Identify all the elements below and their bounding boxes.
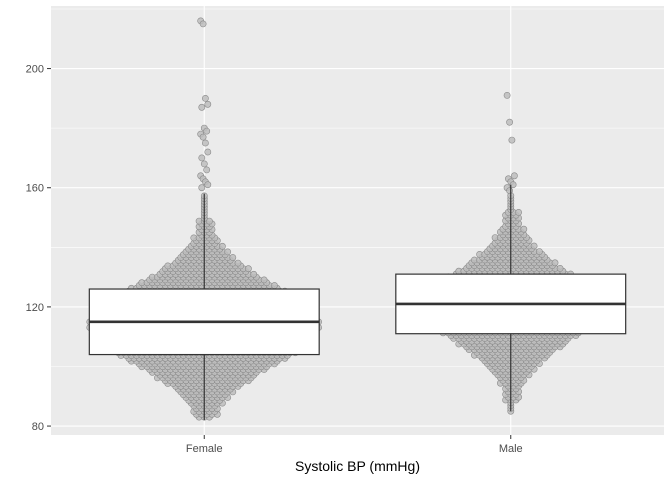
data-point — [503, 92, 511, 99]
data-point — [229, 254, 237, 261]
data-point — [198, 154, 206, 162]
data-point — [204, 181, 212, 189]
data-point — [508, 136, 516, 144]
y-tick-label: 160 — [26, 183, 44, 195]
data-point — [515, 208, 522, 216]
boxplots — [88, 184, 627, 421]
x-tick-label: Male — [499, 443, 523, 455]
data-point — [205, 217, 213, 225]
data-point — [509, 181, 517, 189]
data-point — [551, 259, 559, 267]
data-point — [250, 270, 258, 278]
data-point — [556, 264, 564, 272]
x-axis: Female Male — [186, 435, 523, 455]
data-point — [199, 133, 207, 141]
y-tick-label: 200 — [26, 64, 44, 76]
data-point — [530, 242, 538, 250]
x-axis-title: Systolic BP (mmHg) — [295, 458, 420, 474]
data-point — [204, 100, 212, 108]
data-point — [260, 276, 268, 284]
data-point — [506, 118, 513, 126]
data-point — [199, 20, 207, 28]
y-tick-label: 80 — [32, 421, 44, 433]
data-point — [198, 103, 206, 111]
data-point — [201, 139, 209, 147]
data-point — [520, 225, 528, 233]
data-point — [234, 259, 242, 267]
data-point — [204, 148, 212, 156]
data-point — [201, 95, 209, 102]
x-tick-label: Female — [186, 443, 223, 455]
data-point — [506, 187, 513, 195]
data-point — [271, 282, 278, 289]
data-point — [203, 166, 211, 174]
y-tick-label: 120 — [26, 302, 44, 314]
data-point — [536, 248, 543, 255]
data-point — [224, 248, 232, 256]
data-point — [198, 184, 206, 192]
data-point — [200, 160, 208, 168]
data-point — [218, 242, 226, 250]
plot-panel — [51, 6, 664, 435]
data-point — [511, 172, 518, 180]
data-point — [203, 127, 211, 135]
y-axis: 80 120 160 200 — [26, 64, 51, 433]
data-point — [244, 265, 252, 273]
